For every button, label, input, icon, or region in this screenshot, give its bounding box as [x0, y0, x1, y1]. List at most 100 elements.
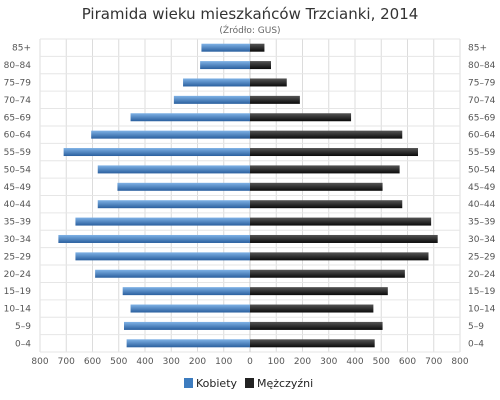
bar-kobiety-30–34 [58, 234, 250, 243]
x-tick-label: 700 [425, 357, 442, 367]
bar-kobiety-5–9 [124, 321, 250, 330]
y-axis-labels: 0–4 0–4 5–9 5–9 10–14 10–14 15–19 15–19 20–24 20–… [4, 44, 496, 350]
age-label-right: 30–34 [468, 235, 496, 245]
bar-kobiety-65–69 [130, 113, 250, 122]
x-tick-label: 100 [215, 357, 232, 367]
bar-kobiety-60–64 [91, 130, 250, 139]
chart-subtitle: (Źródło: GUS) [219, 24, 280, 36]
age-label-left: 85+ [12, 44, 31, 54]
bar-mezczyzni-10–14 [250, 304, 374, 313]
grid-lines [39, 38, 461, 353]
bar-mezczyzni-65–69 [250, 113, 352, 122]
bar-mezczyzni-40–44 [250, 200, 403, 209]
age-label-right: 55–59 [468, 148, 496, 158]
age-label-left: 55–59 [4, 148, 32, 158]
bar-kobiety-55–59 [63, 148, 250, 157]
x-tick-label: 100 [268, 357, 285, 367]
age-label-left: 60–64 [4, 131, 32, 141]
age-label-left: 20–24 [4, 270, 32, 280]
x-tick-label: 200 [294, 357, 311, 367]
age-label-right: 50–54 [468, 165, 496, 175]
x-tick-label: 800 [451, 357, 468, 367]
bar-kobiety-70–74 [173, 95, 250, 104]
age-label-right: 15–19 [468, 287, 496, 297]
age-label-left: 10–14 [4, 305, 32, 315]
legend: Kobiety Mężczyźni [184, 377, 313, 390]
age-label-right: 5–9 [468, 322, 484, 332]
age-label-right: 80–84 [468, 61, 496, 71]
x-tick-label: 400 [136, 357, 153, 367]
age-label-left: 30–34 [4, 235, 32, 245]
age-label-right: 75–79 [468, 78, 496, 88]
bar-kobiety-50–54 [97, 165, 250, 174]
bar-mezczyzni-30–34 [250, 234, 438, 243]
legend-label-mezczyzni: Mężczyźni [257, 377, 313, 390]
age-label-right: 0–4 [468, 339, 484, 349]
age-label-right: 40–44 [468, 200, 496, 210]
age-label-left: 5–9 [15, 322, 31, 332]
bar-mezczyzni-5–9 [250, 321, 383, 330]
bar-mezczyzni-35–39 [250, 217, 432, 226]
bar-kobiety-85+ [201, 43, 250, 52]
age-label-right: 45–49 [468, 183, 496, 193]
x-axis-labels: 800 700 600 500 400 300 200 100 0 100 200 300 400 500… [31, 357, 468, 367]
bars-group [58, 43, 438, 348]
age-label-right: 70–74 [468, 96, 496, 106]
bar-mezczyzni-20–24 [250, 269, 405, 278]
bar-mezczyzni-75–79 [250, 78, 287, 87]
bar-mezczyzni-25–29 [250, 252, 429, 261]
x-tick-label: 500 [110, 357, 127, 367]
age-label-right: 25–29 [468, 252, 496, 262]
bar-mezczyzni-60–64 [250, 130, 403, 139]
age-label-left: 25–29 [4, 252, 32, 262]
bar-mezczyzni-0–4 [250, 339, 375, 348]
bar-kobiety-20–24 [95, 269, 250, 278]
legend-swatch-mezczyzni [245, 378, 254, 388]
age-label-right: 65–69 [468, 113, 496, 123]
bar-mezczyzni-70–74 [250, 95, 300, 104]
chart-title: Piramida wieku mieszkańców Trzcianki, 20… [82, 5, 419, 23]
age-label-left: 65–69 [4, 113, 32, 123]
bar-kobiety-25–29 [75, 252, 250, 261]
age-label-left: 35–39 [4, 218, 32, 228]
bar-kobiety-10–14 [130, 304, 250, 313]
x-tick-label: 700 [58, 357, 75, 367]
legend-swatch-kobiety [184, 378, 193, 388]
age-label-left: 50–54 [4, 165, 32, 175]
age-label-right: 60–64 [468, 131, 496, 141]
x-tick-label: 500 [373, 357, 390, 367]
x-tick-label: 0 [247, 357, 253, 367]
age-label-right: 85+ [468, 44, 487, 54]
age-label-left: 45–49 [4, 183, 32, 193]
x-tick-label: 800 [31, 357, 48, 367]
legend-label-kobiety: Kobiety [196, 377, 238, 390]
age-label-right: 35–39 [468, 218, 496, 228]
bar-kobiety-15–19 [122, 287, 250, 296]
bar-mezczyzni-85+ [250, 43, 265, 52]
age-label-left: 80–84 [4, 61, 32, 71]
age-label-left: 40–44 [4, 200, 32, 210]
age-label-right: 20–24 [468, 270, 496, 280]
bar-mezczyzni-15–19 [250, 287, 388, 296]
age-label-left: 75–79 [4, 78, 32, 88]
age-label-left: 0–4 [15, 339, 31, 349]
bar-mezczyzni-55–59 [250, 148, 418, 157]
bar-kobiety-0–4 [126, 339, 250, 348]
age-label-left: 15–19 [4, 287, 32, 297]
x-tick-label: 600 [399, 357, 416, 367]
bar-kobiety-40–44 [97, 200, 250, 209]
age-label-left: 70–74 [4, 96, 32, 106]
x-tick-label: 400 [346, 357, 363, 367]
x-tick-label: 300 [320, 357, 337, 367]
bar-kobiety-75–79 [183, 78, 250, 87]
bar-kobiety-35–39 [75, 217, 250, 226]
bar-kobiety-45–49 [117, 182, 250, 191]
x-tick-label: 200 [189, 357, 206, 367]
bar-mezczyzni-80–84 [250, 61, 271, 70]
age-label-right: 10–14 [468, 305, 496, 315]
x-tick-label: 600 [84, 357, 101, 367]
bar-kobiety-80–84 [200, 61, 250, 70]
bar-mezczyzni-50–54 [250, 165, 400, 174]
bar-mezczyzni-45–49 [250, 182, 383, 191]
